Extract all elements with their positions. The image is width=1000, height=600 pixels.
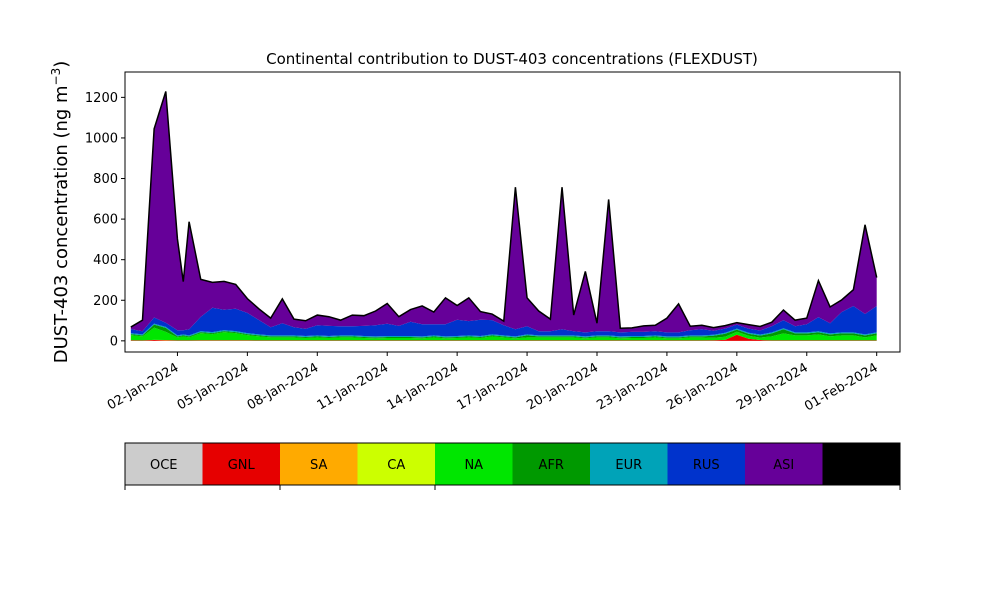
x-tick-label: 23-Jan-2024 — [594, 360, 671, 413]
x-tick-label: 26-Jan-2024 — [664, 360, 741, 413]
y-axis-label-close: ) — [51, 61, 72, 68]
area-series-asi — [130, 91, 877, 333]
x-tick-label: 29-Jan-2024 — [734, 360, 811, 413]
legend-label: AFR — [539, 458, 564, 473]
legend-swatch-afr — [512, 443, 590, 485]
legend-label: SA — [310, 458, 327, 473]
legend-swatch-eur — [590, 443, 668, 485]
y-axis-label: DUST-403 concentration (ng m−3) — [49, 61, 72, 364]
legend-label: AUS — [848, 458, 875, 473]
legend-label: OCE — [150, 458, 178, 473]
legend-label: CA — [387, 458, 405, 473]
x-tick-label: 11-Jan-2024 — [315, 360, 392, 413]
y-axis-label-main: DUST-403 concentration (ng m — [51, 85, 72, 363]
legend-label: NA — [464, 458, 483, 473]
legend-swatch-asi — [745, 443, 823, 485]
y-axis-ticks: 0 200 400 600 800 1000 1200 — [85, 91, 125, 349]
legend-swatch-sa — [280, 443, 358, 485]
x-tick-label: 01-Feb-2024 — [802, 360, 881, 414]
total-line — [130, 91, 878, 330]
y-tick-label: 600 — [93, 213, 118, 228]
area-series-na — [130, 327, 877, 341]
y-tick-label: 200 — [93, 294, 118, 309]
legend-swatch-oce — [125, 443, 203, 485]
x-tick-label: 14-Jan-2024 — [385, 360, 462, 413]
y-tick-label: 1000 — [85, 131, 118, 146]
legend-swatch-gnl — [202, 443, 280, 485]
plot-frame — [124, 71, 901, 353]
y-tick-label: 400 — [93, 253, 118, 268]
legend: OCE GNL SA CA NA AFR EUR RUS ASI AUS — [124, 442, 901, 490]
legend-swatch-ca — [357, 443, 435, 485]
total-line-group — [130, 91, 878, 330]
x-tick-label: 17-Jan-2024 — [454, 360, 531, 413]
y-tick-label: 0 — [110, 334, 118, 349]
x-tick-label: 20-Jan-2024 — [524, 360, 601, 413]
x-tick-label: 08-Jan-2024 — [245, 360, 322, 413]
y-tick-label: 1200 — [85, 91, 118, 106]
area-series-rus — [130, 305, 877, 337]
area-series-group — [130, 91, 877, 341]
chart-title: Continental contribution to DUST-403 con… — [266, 50, 758, 68]
legend-label: RUS — [693, 458, 720, 473]
legend-frame — [124, 442, 901, 486]
legend-label: EUR — [615, 458, 642, 473]
legend-swatch-rus — [667, 443, 745, 485]
x-axis-ticks: 02-Jan-202405-Jan-202408-Jan-202411-Jan-… — [105, 352, 881, 414]
y-tick-label: 800 — [93, 172, 118, 187]
legend-swatch-na — [435, 443, 513, 485]
y-axis-label-sup: −3 — [49, 68, 63, 86]
legend-swatch-aus — [822, 443, 900, 485]
legend-label: ASI — [773, 458, 794, 473]
x-tick-label: 05-Jan-2024 — [175, 360, 252, 413]
legend-label: GNL — [228, 458, 256, 473]
x-tick-label: 02-Jan-2024 — [105, 360, 182, 413]
